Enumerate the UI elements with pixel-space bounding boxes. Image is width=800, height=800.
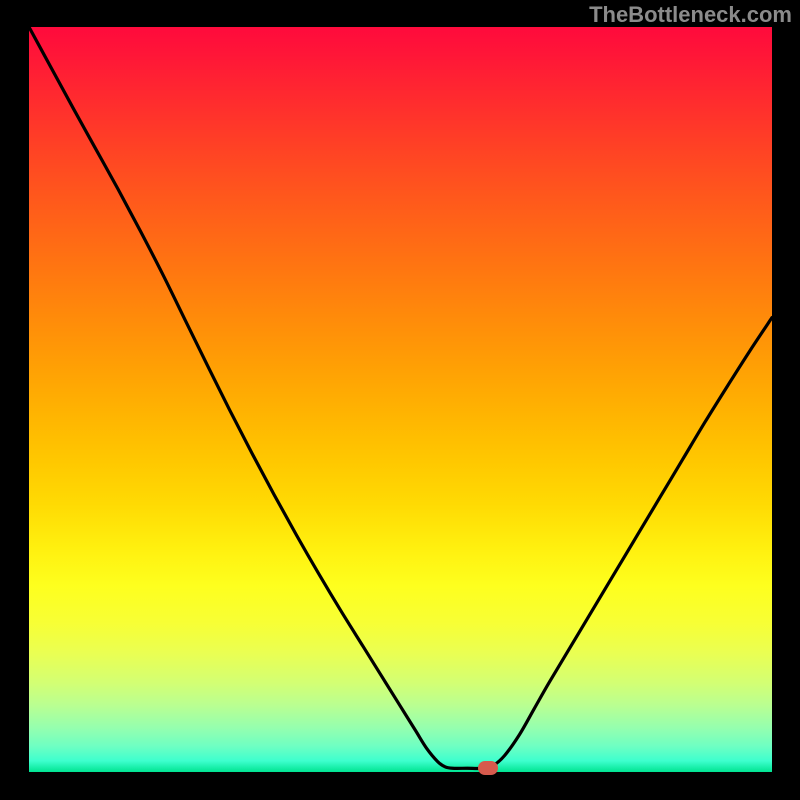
bottleneck-curve bbox=[29, 27, 772, 772]
watermark-label: TheBottleneck.com bbox=[589, 2, 792, 28]
chart-plot-area bbox=[29, 27, 772, 772]
curve-path bbox=[29, 27, 772, 768]
optimum-marker bbox=[478, 761, 498, 775]
